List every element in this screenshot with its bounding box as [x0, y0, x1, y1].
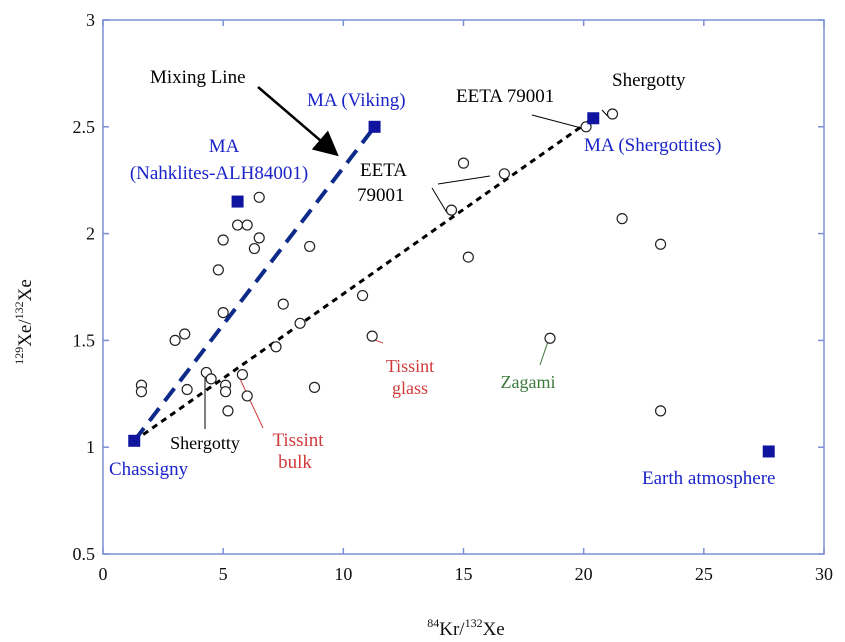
- data-point: [654, 405, 667, 417]
- x-tick-label: 25: [695, 564, 713, 584]
- y-tick-label: 1: [86, 437, 95, 457]
- data-point: [544, 332, 556, 344]
- mixing-line-shergottites: [133, 117, 595, 443]
- data-point: [462, 251, 474, 263]
- x-tick-label: 20: [575, 564, 593, 584]
- endmember-marker: [587, 112, 600, 125]
- data-point: [616, 213, 628, 225]
- leader-line: [375, 339, 384, 344]
- zagami-label: Zagami: [501, 372, 556, 392]
- tissint-bulk-label-line1: Tissint: [272, 430, 324, 451]
- mixing-line-label: Mixing Line: [150, 67, 246, 88]
- leader-line: [437, 175, 491, 185]
- data-point: [181, 383, 193, 396]
- y-tick-label: 0.5: [73, 544, 96, 564]
- data-point: [580, 121, 592, 133]
- data-point: [236, 368, 248, 381]
- eeta-top-label: EETA 79001: [456, 86, 554, 107]
- data-point: [205, 373, 217, 385]
- data-point: [169, 334, 181, 346]
- axis-ticks: [102, 19, 825, 555]
- data-point: [241, 219, 253, 231]
- data-point: [222, 405, 234, 417]
- mixing-line-arrow: [257, 86, 339, 157]
- shergotty-top-label: Shergotty: [612, 70, 686, 91]
- data-point: [270, 341, 282, 353]
- leader-line: [539, 342, 549, 366]
- x-tick-label: 30: [815, 564, 833, 584]
- y-tick-label: 2: [86, 224, 95, 244]
- mixing-lines: [132, 117, 595, 443]
- endmember-marker: [231, 195, 244, 208]
- tissint-glass-label-line2: glass: [392, 378, 428, 398]
- data-point: [217, 307, 229, 319]
- data-point: [179, 328, 191, 340]
- ma-nakhlites-label-line1: MA: [209, 136, 240, 157]
- leader-line: [531, 114, 585, 130]
- shergotty-bottom-label: Shergotty: [170, 433, 240, 453]
- mixing-line-viking: [132, 125, 377, 443]
- data-point: [606, 108, 619, 120]
- tissint-glass-label-line1: Tissint: [386, 356, 434, 376]
- data-point: [366, 330, 378, 342]
- data-point: [294, 317, 306, 329]
- data-point: [304, 240, 316, 253]
- data-point: [231, 219, 244, 231]
- data-point: [219, 386, 232, 398]
- endmember-marker: [762, 445, 775, 458]
- data-point: [308, 381, 321, 393]
- leader-line: [601, 109, 609, 117]
- leader-line: [239, 378, 264, 429]
- ma-nakhlites-label-line2: (Nahklites-ALH84001): [130, 163, 308, 184]
- data-point: [241, 390, 253, 402]
- data-point: [654, 238, 667, 250]
- y-tick-label: 3: [86, 10, 95, 30]
- ma-shergottites-label: MA (Shergottites): [584, 135, 721, 156]
- chassigny-label: Chassigny: [109, 459, 189, 480]
- leader-line: [431, 187, 448, 213]
- x-tick-label: 15: [455, 564, 473, 584]
- data-point: [457, 157, 470, 169]
- endmember-marker: [128, 434, 141, 447]
- data-point: [217, 234, 229, 246]
- leader-lines: [204, 109, 609, 429]
- data-point: [356, 289, 369, 302]
- y-axis-title: 129Xe/132Xe: [12, 279, 36, 365]
- data-point: [277, 298, 289, 310]
- endmember-markers: [128, 112, 775, 458]
- x-tick-label: 10: [334, 564, 352, 584]
- data-point: [445, 204, 458, 216]
- eeta-mid-label-line1: EETA: [360, 160, 407, 181]
- tick-labels: 0 5 10 15 20 25 30 0.5 1 1.5 2 2.5 3: [73, 10, 834, 584]
- data-point: [212, 264, 224, 276]
- x-tick-label: 0: [99, 564, 108, 584]
- data-point: [498, 168, 510, 180]
- data-points: [135, 108, 667, 417]
- tissint-bulk-label-line2: bulk: [278, 452, 312, 473]
- data-point: [248, 242, 261, 255]
- endmember-marker: [368, 120, 381, 133]
- data-point: [253, 191, 265, 203]
- x-axis-title: 84Kr/132Xe: [427, 616, 504, 640]
- data-point: [253, 232, 265, 244]
- y-tick-label: 2.5: [73, 117, 96, 137]
- ma-viking-label: MA (Viking): [307, 90, 406, 111]
- y-tick-label: 1.5: [73, 330, 96, 350]
- x-tick-label: 5: [219, 564, 228, 584]
- data-point: [135, 386, 148, 398]
- earth-atmosphere-label: Earth atmosphere: [642, 468, 775, 489]
- eeta-mid-label-line2: 79001: [357, 185, 405, 206]
